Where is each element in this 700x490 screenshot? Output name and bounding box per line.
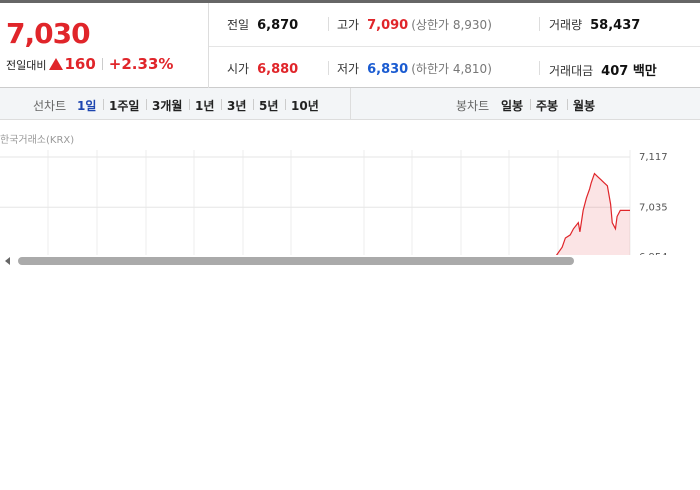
change-label: 전일대비 <box>6 59 47 72</box>
price-line <box>555 172 630 255</box>
stat-value: 6,870 <box>257 18 299 33</box>
period-tab[interactable]: 5년 <box>259 99 279 113</box>
change-rate: +2.33% <box>108 55 174 73</box>
stat-value: 7,090 <box>367 18 409 33</box>
divider <box>189 99 190 110</box>
divider <box>539 17 540 31</box>
stat-label: 저가 <box>337 62 360 76</box>
candle-tab[interactable]: 일봉 <box>501 99 524 113</box>
scroll-thumb[interactable] <box>18 257 574 265</box>
period-tab[interactable]: 1년 <box>195 99 215 113</box>
divider <box>539 61 540 75</box>
stats-row: 시가 6,880 저가 6,830 (하한가 4,810) 거래대금 407 백만 <box>209 47 700 90</box>
stat-value: 58,437 <box>590 18 641 33</box>
change-line: 전일대비 160 +2.33% <box>6 55 173 73</box>
stat-label: 전일 <box>227 18 250 32</box>
y-tick-label: 7,117 <box>639 152 668 163</box>
divider <box>567 99 568 110</box>
stat-note: (상한가 8,930) <box>411 18 492 32</box>
period-tab[interactable]: 1일 <box>77 99 97 113</box>
area <box>556 173 630 255</box>
stat: 전일 6,870 <box>227 16 298 33</box>
stat-value: 407 백만 <box>601 64 657 79</box>
current-price: 7,030 <box>6 17 91 50</box>
candle-tab[interactable]: 주봉 <box>536 99 559 113</box>
period-tab[interactable]: 3년 <box>227 99 247 113</box>
stat-label: 거래량 <box>549 18 583 32</box>
stat: 거래대금 407 백만 <box>549 60 657 79</box>
period-tab[interactable]: 1주일 <box>109 99 140 113</box>
quote-panel: 7,030 전일대비 160 +2.33% 전일 6,870 고가 7,090 (상한가 … <box>0 0 700 88</box>
period-tab[interactable]: 10년 <box>291 99 319 113</box>
stat-note: (하한가 4,810) <box>411 62 492 76</box>
separator <box>101 58 103 70</box>
candle-tab[interactable]: 월봉 <box>573 99 596 113</box>
scroll-left-arrow[interactable] <box>5 257 10 265</box>
divider <box>146 99 147 110</box>
divider <box>530 99 531 110</box>
divider <box>328 61 329 75</box>
stat-value: 6,830 <box>367 62 409 77</box>
stat-label: 시가 <box>227 62 250 76</box>
y-tick-label: 7,035 <box>639 202 668 213</box>
stat-value: 6,880 <box>257 62 299 77</box>
divider <box>103 99 104 110</box>
change: 160 <box>64 55 96 73</box>
divider <box>285 99 286 110</box>
stat: 저가 6,830 (하한가 4,810) <box>337 60 492 77</box>
price-block: 7,030 전일대비 160 +2.33% <box>0 3 209 88</box>
divider <box>328 17 329 31</box>
stat-label: 거래대금 <box>549 64 594 78</box>
up-arrow <box>49 58 64 70</box>
period-tab[interactable]: 3개월 <box>152 99 183 113</box>
divider <box>350 88 351 119</box>
plot <box>0 150 631 255</box>
stat-label: 고가 <box>337 18 360 32</box>
divider <box>221 99 222 110</box>
tab-group-label: 선차트 <box>33 99 67 113</box>
divider <box>253 99 254 110</box>
tab-group-label: 봉차트 <box>456 99 490 113</box>
stats-row: 전일 6,870 고가 7,090 (상한가 8,930) 거래량 58,437 <box>209 3 700 47</box>
stat: 고가 7,090 (상한가 8,930) <box>337 16 492 33</box>
stat: 거래량 58,437 <box>549 16 640 33</box>
stat: 시가 6,880 <box>227 60 298 77</box>
period-tabs: 선차트 1일 1주일 3개월 1년 3년 5년 10년 봉차트 일봉 주봉 월봉 <box>0 88 700 120</box>
chart-source: 한국거래소(KRX) <box>0 135 75 146</box>
